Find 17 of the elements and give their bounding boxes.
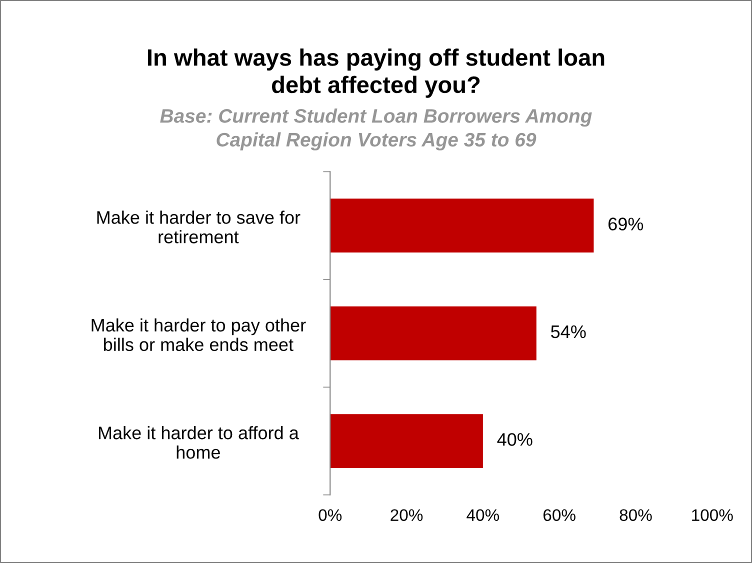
x-tick-label: 20% — [390, 509, 423, 522]
data-label: 40% — [497, 433, 532, 446]
x-tick-label: 40% — [466, 509, 500, 522]
bar — [330, 306, 536, 360]
bar — [330, 198, 594, 253]
y-tick-label: Make it harder to save for retirement — [97, 210, 300, 244]
x-tick-label: 0% — [318, 509, 342, 522]
chart-subtitle: Base: Current Student Loan Borrowers Among Capital Region Voters Age 35 to 69 — [160, 108, 592, 150]
x-tick-label: 100% — [692, 509, 733, 522]
x-tick-label: 60% — [544, 509, 576, 522]
y-tick-label: Make it harder to afford a home — [98, 426, 299, 459]
x-tick-label: 80% — [620, 509, 652, 522]
chart-title: In what ways has paying off student loan debt affected you? — [148, 48, 604, 98]
data-label: 69% — [608, 218, 644, 230]
y-tick-label: Make it harder to pay other bills or make ends meet — [92, 318, 306, 352]
data-label: 54% — [551, 325, 586, 338]
bar — [330, 414, 483, 468]
